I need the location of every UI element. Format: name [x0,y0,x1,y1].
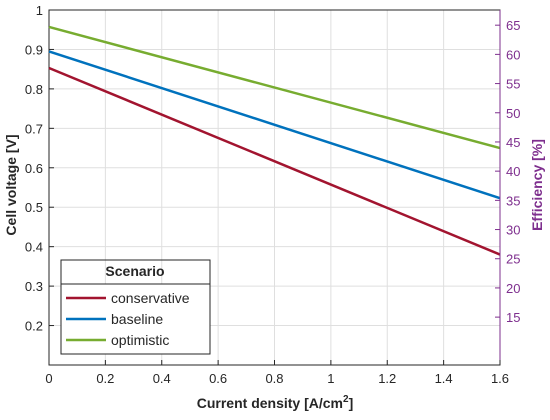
series-line-baseline [48,50,501,200]
y-axis-label: Cell voltage [V] [3,134,19,235]
y-tick-label: 0.5 [25,200,43,215]
left-y-axis: 0.2 0.3 0.4 0.5 0.6 0.7 0.8 0.9 1 [25,3,54,334]
y2-tick-label: 65 [506,18,520,33]
y-tick-label: 0.4 [25,240,43,255]
x-tick-label: 0.2 [96,371,114,386]
legend-title: Scenario [105,263,164,279]
x-tick-label: 0.4 [153,371,171,386]
legend: Scenario conservative baseline optimistic [60,263,211,355]
series-group [48,25,501,256]
series-line-conservative [48,66,501,256]
y-tick-label: 0.3 [25,279,43,294]
x-axis-label-end: ] [349,395,354,411]
y2-tick-label: 30 [506,223,520,238]
y2-tick-label: 20 [506,281,520,296]
y2-tick-label: 45 [506,135,520,150]
legend-label-optimistic: optimistic [111,332,169,348]
x-axis: 0 0.2 0.4 0.6 0.8 1 1.2 1.4 1.6 [45,360,509,386]
y-tick-label: 0.6 [25,161,43,176]
y2-tick-label: 50 [506,106,520,121]
y2-tick-label: 35 [506,193,520,208]
y2-tick-label: 60 [506,47,520,62]
y-tick-label: 0.7 [25,121,43,136]
legend-label-baseline: baseline [111,311,163,327]
x-tick-label: 1.2 [378,371,396,386]
y-tick-label: 0.2 [25,319,43,334]
x-tick-label: 0.8 [265,371,283,386]
x-tick-label: 1.4 [435,371,453,386]
y-tick-label: 0.9 [25,42,43,57]
y-tick-label: 1 [36,3,43,18]
y2-tick-label: 15 [506,310,520,325]
y2-tick-label: 25 [506,252,520,267]
legend-label-conservative: conservative [111,290,190,306]
x-tick-label: 0 [45,371,52,386]
x-tick-label: 1.6 [491,371,509,386]
x-axis-label-superscript: 2 [343,394,349,405]
x-axis-label: Current density [A/cm2] [197,394,353,411]
y2-axis-label: Efficiency [%] [529,139,545,231]
x-tick-label: 1 [327,371,334,386]
y2-tick-label: 40 [506,164,520,179]
y-tick-label: 0.8 [25,82,43,97]
x-tick-label: 0.6 [209,371,227,386]
right-y-axis: 15 20 25 30 35 40 45 50 55 60 65 [495,10,520,365]
y2-tick-label: 55 [506,77,520,92]
series-line-optimistic [48,25,501,150]
